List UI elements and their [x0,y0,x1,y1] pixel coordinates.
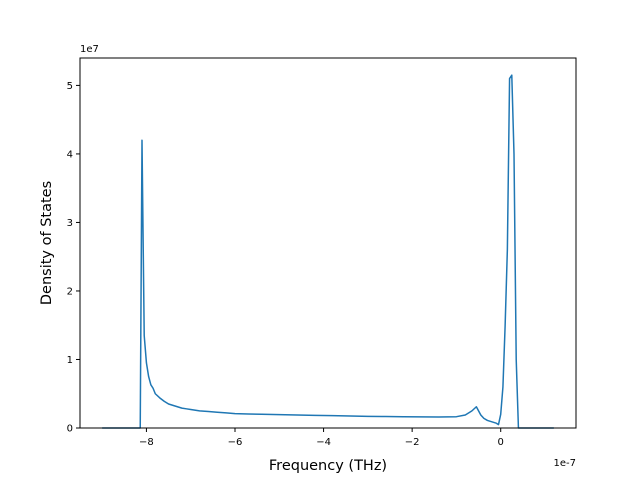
y-tick-label: 5 [67,81,73,92]
x-axis-ticks: −8 −6 −4 −2 0 [139,428,504,448]
x-tick-label: −2 [405,437,420,448]
x-tick-label: −8 [139,437,154,448]
y-offset-label: 1e7 [80,44,99,55]
x-tick-label: −4 [316,437,331,448]
x-axis-label: Frequency (THz) [269,458,387,474]
y-axis-label: Density of States [39,181,55,305]
plot-area [102,74,554,429]
y-axis-ticks: 0 1 2 3 4 5 [67,81,80,435]
y-tick-label: 4 [67,149,73,160]
y-tick-label: 1 [67,355,73,366]
axes-frame [79,57,577,429]
y-tick-label: 0 [67,424,73,435]
y-tick-label: 2 [67,286,73,297]
x-tick-label: 0 [498,437,504,448]
x-offset-label: 1e-7 [554,458,577,469]
dos-line-series-0 [102,74,554,429]
y-tick-label: 3 [67,218,73,229]
x-tick-label: −6 [228,437,243,448]
